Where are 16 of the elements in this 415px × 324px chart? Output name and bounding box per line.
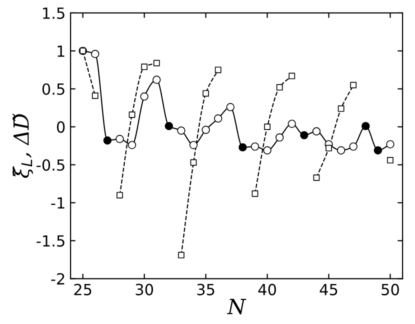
x-tick-label: 30 [136,284,154,296]
x-tick-label: 35 [197,284,214,296]
y-tick-label: 1 [58,46,64,57]
y-tick-label: 0.5 [42,83,64,95]
y-tick-label: 0 [56,121,65,133]
y-tick-label: -2 [51,273,64,284]
y-tick-label: -1.5 [36,235,64,247]
y-tick-label: -0.5 [36,159,64,171]
x-tick-label: 40 [258,284,276,296]
x-tick-label: 45 [320,284,338,296]
x-axis-title: N [227,298,246,314]
y-tick-label: -1 [51,197,64,209]
x-tick-label: 50 [382,284,399,296]
x-tick-label: 25 [74,284,92,296]
y-tick-label: 1.5 [43,8,64,19]
y-axis-title: ξ̃$_{L}$, ΔD̃ [12,114,34,178]
